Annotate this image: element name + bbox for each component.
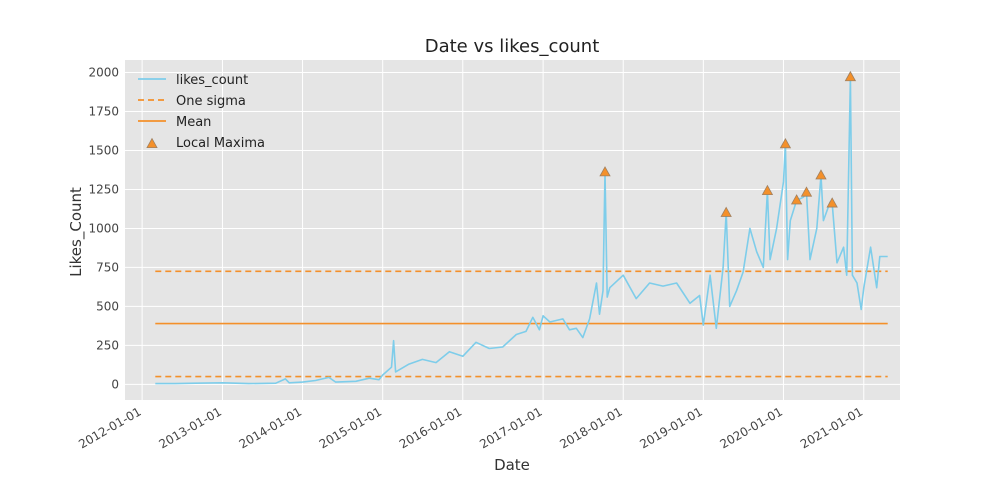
chart-title: Date vs likes_count: [425, 36, 600, 57]
local-maximum-marker: [779, 137, 792, 149]
local-maximum-marker: [599, 166, 611, 177]
reference-lines: [155, 270, 888, 378]
y-tick-label: 1250: [88, 182, 119, 196]
legend-label: Local Maxima: [176, 136, 265, 151]
y-axis-label: Likes_Count: [67, 187, 86, 277]
local-maximum-marker: [761, 184, 774, 196]
local-maxima: [599, 70, 857, 217]
plot-background: [125, 60, 900, 400]
y-ticks: 0 250 500 750 1000 1250 1500 1750 2000: [88, 65, 119, 391]
legend-label: One sigma: [176, 94, 246, 109]
local-maximum-marker: [720, 206, 732, 217]
grid: [125, 60, 900, 400]
series-line-likes_count: [155, 76, 888, 385]
local-maximum-marker: [826, 197, 838, 208]
legend-label: Mean: [176, 115, 211, 130]
legend-swatch-maxima: [146, 137, 158, 149]
local-maximum-marker: [790, 194, 803, 205]
y-tick-label: 1500: [88, 143, 119, 157]
local-maximum-marker: [815, 169, 827, 180]
x-axis-label: Date: [494, 456, 530, 474]
y-tick-label: 1000: [88, 221, 119, 235]
y-tick-label: 0: [111, 377, 119, 391]
y-tick-label: 750: [96, 260, 119, 274]
local-maximum-marker: [844, 70, 857, 82]
series: [155, 76, 888, 385]
y-tick-label: 2000: [88, 65, 119, 79]
y-tick-label: 250: [96, 338, 119, 352]
y-tick-label: 500: [96, 299, 119, 313]
local-maximum-marker: [800, 186, 813, 197]
legend: likes_count One sigma Mean Local Maxima: [138, 73, 265, 151]
legend-label: likes_count: [176, 73, 248, 88]
y-tick-label: 1750: [88, 104, 119, 118]
